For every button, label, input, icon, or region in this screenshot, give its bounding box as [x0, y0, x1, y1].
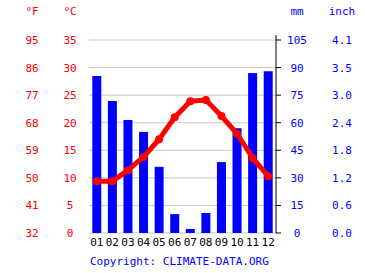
- axis-title: mm: [290, 5, 304, 18]
- bar: [201, 213, 210, 233]
- bar: [264, 71, 273, 233]
- tick-label: 1.2: [332, 172, 352, 185]
- marker: [171, 113, 179, 121]
- marker: [93, 177, 101, 185]
- marker: [217, 112, 225, 120]
- grid-line: [89, 233, 276, 234]
- tick-label: 15: [290, 199, 303, 212]
- tick-label: 4.1: [332, 34, 352, 47]
- bar: [186, 229, 195, 233]
- tick-label: 0: [67, 227, 74, 240]
- axis-title: °C: [63, 5, 76, 18]
- tick-label: 10: [230, 236, 243, 249]
- tick: [276, 233, 281, 234]
- grid-line: [89, 95, 276, 96]
- tick-label: 06: [168, 236, 181, 249]
- tick-label: 77: [25, 89, 38, 102]
- tick-label: 0.6: [332, 199, 352, 212]
- tick-label: 3.0: [332, 89, 352, 102]
- bar: [108, 101, 117, 233]
- bar: [123, 120, 132, 233]
- tick-label: 68: [25, 117, 38, 130]
- grid-line: [89, 40, 276, 41]
- tick: [276, 205, 281, 206]
- tick-label: 86: [25, 62, 38, 75]
- tick-label: 0.0: [332, 227, 352, 240]
- marker: [264, 172, 272, 180]
- tick: [276, 40, 281, 41]
- tick: [276, 177, 281, 178]
- tick-label: 59: [25, 144, 38, 157]
- tick-label: 10: [63, 172, 76, 185]
- bar: [217, 162, 226, 233]
- bar: [155, 167, 164, 233]
- tick-label: 90: [290, 62, 303, 75]
- tick: [276, 67, 281, 68]
- tick-label: 1.8: [332, 144, 352, 157]
- tick-label: 30: [290, 172, 303, 185]
- tick-label: 5: [67, 199, 74, 212]
- tick-label: 02: [106, 236, 119, 249]
- tick-label: 08: [199, 236, 212, 249]
- tick-label: 41: [25, 199, 38, 212]
- tick: [276, 122, 281, 123]
- marker: [202, 96, 210, 104]
- tick-label: 60: [290, 117, 303, 130]
- bar: [92, 76, 101, 233]
- tick-label: 09: [215, 236, 228, 249]
- grid-line: [89, 122, 276, 123]
- marker: [108, 177, 116, 185]
- tick-label: 20: [63, 117, 76, 130]
- marker: [186, 97, 194, 105]
- axis-line: [276, 35, 277, 233]
- tick-label: 25: [63, 89, 76, 102]
- tick-label: 30: [63, 62, 76, 75]
- bar: [170, 214, 179, 233]
- marker: [249, 154, 257, 162]
- tick-label: 07: [184, 236, 197, 249]
- tick-label: 11: [246, 236, 259, 249]
- tick-label: 75: [290, 89, 303, 102]
- tick-label: 15: [63, 144, 76, 157]
- tick-label: 05: [153, 236, 166, 249]
- grid-line: [89, 205, 276, 206]
- tick: [276, 150, 281, 151]
- source: Copyright: CLIMATE-DATA.ORG: [90, 255, 269, 268]
- line: [97, 100, 268, 181]
- tick-label: 45: [290, 144, 303, 157]
- tick-label: 03: [121, 236, 134, 249]
- marker: [155, 135, 163, 143]
- tick-label: 12: [262, 236, 275, 249]
- bar: [139, 132, 148, 233]
- marker: [124, 166, 132, 174]
- tick-label: 105: [287, 34, 307, 47]
- axis-title: inch: [329, 5, 356, 18]
- tick-label: 2.4: [332, 117, 352, 130]
- chart: °F°Cmminch324150596877869505101520253035…: [0, 0, 365, 273]
- axis-title: °F: [25, 5, 38, 18]
- tick-label: 32: [25, 227, 38, 240]
- tick: [276, 95, 281, 96]
- grid-line: [89, 67, 276, 68]
- tick-label: 95: [25, 34, 38, 47]
- tick-label: 50: [25, 172, 38, 185]
- tick-label: 35: [63, 34, 76, 47]
- marker: [233, 130, 241, 138]
- marker: [140, 153, 148, 161]
- plot-area: [92, 71, 272, 233]
- tick-label: 3.5: [332, 62, 352, 75]
- bar: [233, 128, 242, 233]
- tick-label: 0: [294, 227, 301, 240]
- tick-label: 01: [90, 236, 103, 249]
- tick-label: 04: [137, 236, 151, 249]
